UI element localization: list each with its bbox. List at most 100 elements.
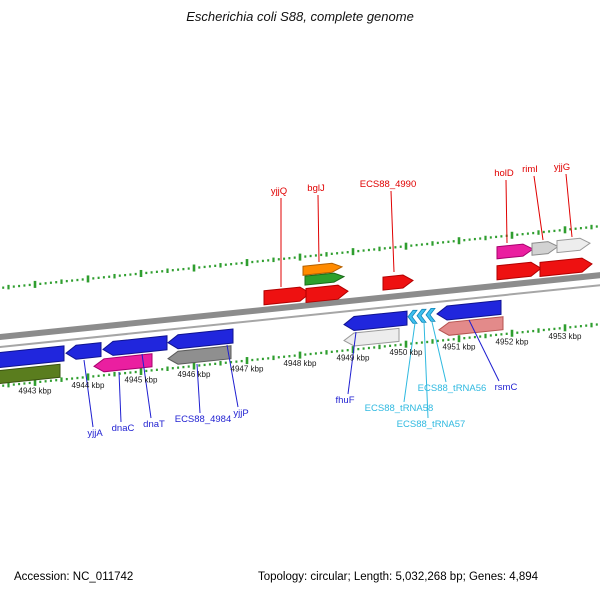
ruler-tick — [537, 230, 540, 235]
ruler-tick — [251, 358, 254, 362]
gene-label-yjjG[interactable]: yjjG — [554, 162, 570, 173]
ruler-tick — [426, 242, 429, 246]
ruler-tick — [574, 325, 577, 328]
ruler-tick — [357, 249, 360, 253]
ruler-tick — [320, 253, 323, 257]
ruler-tick — [420, 341, 423, 344]
gene-arrow-unnamed[interactable] — [304, 272, 346, 286]
ruler-tick — [383, 345, 386, 348]
gene-arrow-rimI[interactable] — [531, 241, 559, 256]
gene-arrow-rsmC[interactable] — [436, 299, 502, 321]
gene-arrow-bglJ[interactable] — [302, 262, 344, 276]
ruler-tick — [192, 264, 196, 272]
ruler-tick — [420, 243, 423, 246]
gene-arrow-unnamed[interactable] — [305, 284, 349, 304]
ruler-label: 4944 kbp — [72, 381, 105, 390]
gene-label-rimI[interactable]: rimI — [522, 164, 538, 175]
trna-gene-chevron[interactable] — [407, 309, 418, 324]
gene-label-rsmC[interactable]: rsmC — [495, 382, 518, 393]
gene-arrow-yjjQ[interactable] — [263, 286, 311, 306]
gene-label-ECS88_4990[interactable]: ECS88_4990 — [360, 179, 417, 190]
ruler-tick — [28, 283, 31, 287]
ruler-tick — [293, 256, 296, 259]
ruler-label: 4950 kbp — [390, 348, 423, 357]
gene-arrow-yjjG[interactable] — [556, 237, 591, 254]
ruler-tick — [410, 244, 413, 247]
ruler-tick — [362, 249, 365, 252]
gene-label-fhuF[interactable]: fhuF — [335, 395, 354, 406]
ruler-tick — [102, 276, 105, 279]
ruler-tick — [542, 328, 545, 332]
ruler-tick — [129, 273, 132, 276]
ruler-tick — [373, 346, 376, 349]
gene-arrow-yjjA[interactable] — [65, 342, 102, 360]
ruler-labels: 4943 kbp 4944 kbp 4945 kbp 4946 kbp 4947 kbp… — [19, 332, 582, 396]
gene-arrow-yjjP[interactable] — [167, 328, 234, 350]
gene-arrow-unnamed[interactable] — [343, 327, 400, 347]
ruler-tick — [251, 260, 254, 264]
gene-arrow-ECS88_4990[interactable] — [382, 274, 414, 291]
trna-gene-chevron[interactable] — [425, 307, 436, 322]
gene-arrow-unnamed[interactable] — [0, 363, 61, 384]
ruler-tick — [208, 363, 211, 366]
ruler-tick — [346, 349, 349, 352]
label-leader-line — [118, 371, 122, 423]
ruler-tick — [245, 357, 249, 365]
map-title: Escherichia coli S88, complete genome — [186, 9, 414, 24]
gene-arrow-unnamed[interactable] — [0, 345, 65, 368]
ruler-tick — [124, 273, 127, 277]
ruler-tick — [463, 337, 466, 340]
gene-label-ECS88_tRNA56[interactable]: ECS88_tRNA56 — [418, 383, 487, 394]
gene-label-dnaT[interactable]: dnaT — [143, 419, 165, 430]
ruler-tick — [150, 271, 153, 274]
gene-arrow-ECS88_4984[interactable] — [167, 345, 232, 365]
ruler-tick — [256, 358, 259, 361]
ruler-tick — [283, 257, 286, 260]
ruler-tick — [495, 235, 498, 239]
ruler-tick — [351, 346, 355, 354]
gene-label-ECS88_tRNA57[interactable]: ECS88_tRNA57 — [397, 419, 466, 430]
ruler-tick — [516, 233, 519, 236]
gene-label-yjjA[interactable]: yjjA — [87, 428, 103, 439]
gene-arrow-dnaC[interactable] — [93, 353, 153, 373]
ruler-tick — [484, 235, 487, 241]
ruler-tick — [219, 361, 222, 366]
ruler-tick — [134, 370, 137, 374]
gene-arrow-unnamed[interactable] — [496, 261, 542, 281]
ruler-tick — [590, 322, 593, 328]
ruler-tick — [585, 324, 588, 327]
ruler-label: 4948 kbp — [284, 359, 317, 368]
gene-label-ECS88_tRNA58[interactable]: ECS88_tRNA58 — [365, 403, 434, 414]
ruler-tick — [12, 285, 15, 288]
gene-arrow-unnamed[interactable] — [438, 316, 504, 336]
label-leader-line — [226, 344, 239, 408]
ruler-tick — [65, 377, 68, 381]
ruler-tick — [272, 355, 275, 361]
gene-label-dnaC[interactable]: dnaC — [112, 423, 135, 434]
gene-label-yjjQ[interactable]: yjjQ — [271, 186, 287, 197]
gene-arrow-dnaT[interactable] — [102, 335, 168, 356]
ruler-tick — [341, 349, 344, 352]
gene-arrow-fhuF[interactable] — [343, 310, 408, 332]
gene-label-holD[interactable]: holD — [494, 168, 514, 179]
ruler-tick — [261, 259, 264, 263]
ruler-tick — [208, 265, 211, 268]
ruler-tick — [479, 237, 482, 240]
label-leader-line — [423, 321, 429, 419]
backbone-thin-line — [0, 284, 600, 349]
gene-label-ECS88_4984[interactable]: ECS88_4984 — [175, 414, 232, 425]
ruler-tick — [203, 265, 206, 269]
gene-arrow-unnamed[interactable] — [539, 257, 593, 277]
trna-gene-chevron[interactable] — [416, 308, 427, 323]
gene-arrow-holD[interactable] — [496, 243, 534, 260]
gene-label-yjjP[interactable]: yjjP — [233, 408, 248, 419]
gene-label-bglJ[interactable]: bglJ — [307, 183, 325, 194]
ruler-tick — [113, 273, 116, 279]
ruler-tick — [473, 335, 476, 339]
ruler-tick — [447, 240, 450, 243]
ruler-tick — [585, 226, 588, 229]
ruler-tick — [86, 275, 90, 283]
ruler-tick — [579, 325, 582, 328]
ruler-tick — [479, 335, 482, 338]
